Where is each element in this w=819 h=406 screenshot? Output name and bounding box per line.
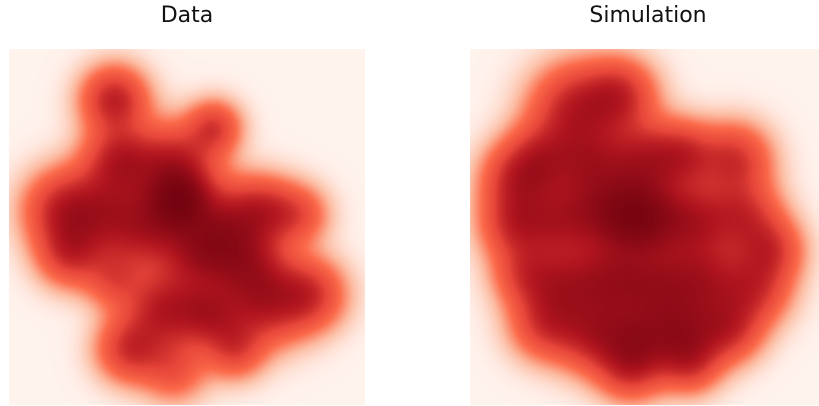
panel-simulation: Simulation (470, 0, 819, 406)
panel-title: Simulation (589, 3, 707, 28)
panel-data: Data (9, 0, 365, 406)
heatmap-image (9, 49, 365, 405)
panel-title: Data (160, 3, 214, 28)
heatmap-image (470, 49, 819, 405)
